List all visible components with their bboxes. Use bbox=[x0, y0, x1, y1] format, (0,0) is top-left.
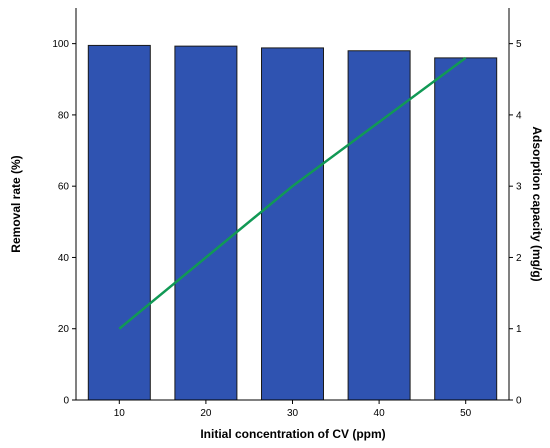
right-y-axis-title: Adsorption capacity (mg/g) bbox=[530, 126, 544, 281]
line-series-layer bbox=[118, 56, 467, 330]
y-tick-label: 40 bbox=[58, 253, 70, 264]
bar-10 bbox=[87, 44, 151, 401]
y-tick-label: 100 bbox=[52, 39, 69, 50]
bar-20 bbox=[174, 45, 238, 401]
y2-tick-label: 2 bbox=[516, 253, 522, 264]
x-tick-label: 50 bbox=[460, 408, 472, 419]
x-tick-label: 20 bbox=[200, 408, 212, 419]
bar-series bbox=[87, 44, 498, 401]
y2-tick-label: 5 bbox=[516, 39, 522, 50]
adsorption-capacity-line bbox=[118, 56, 467, 330]
bar-50 bbox=[434, 57, 498, 401]
left-y-axis-title: Removal rate (%) bbox=[9, 155, 23, 252]
y-tick-label: 60 bbox=[58, 182, 70, 193]
y-tick-label: 80 bbox=[58, 110, 70, 121]
y-tick-label: 20 bbox=[58, 324, 70, 335]
x-tick-label: 10 bbox=[114, 408, 126, 419]
y2-tick-label: 4 bbox=[516, 110, 522, 121]
y-tick-label: 0 bbox=[63, 396, 69, 407]
bar-30 bbox=[261, 47, 324, 401]
x-tick-label: 40 bbox=[374, 408, 386, 419]
bar-40 bbox=[347, 50, 411, 401]
y2-tick-label: 3 bbox=[516, 182, 522, 193]
ticks: 10 20 30 40 50 0 20 40 60 80 100 0 1 2 3 4 5 bbox=[52, 39, 522, 419]
y2-tick-label: 0 bbox=[516, 396, 522, 407]
x-tick-label: 30 bbox=[287, 408, 299, 419]
y2-tick-label: 1 bbox=[516, 324, 522, 335]
x-axis-title: Initial concentration of CV (ppm) bbox=[200, 427, 385, 441]
